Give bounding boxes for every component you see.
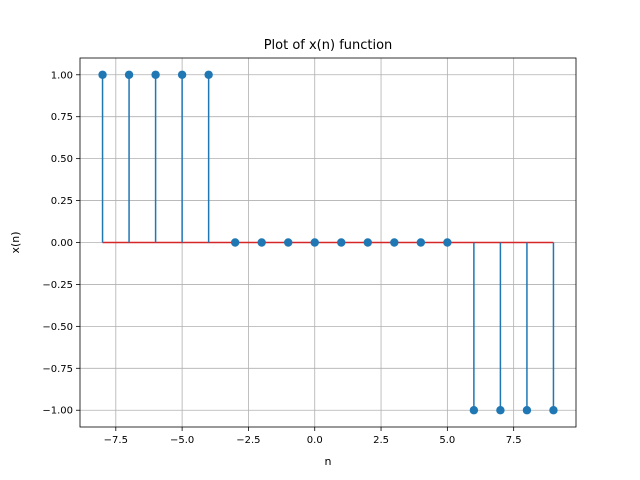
x-axis-label: n — [325, 455, 332, 468]
x-tick-label: 2.5 — [373, 435, 389, 446]
stem-marker — [257, 238, 266, 247]
stem-marker — [124, 70, 134, 79]
y-tick-label: 0.00 — [51, 238, 73, 249]
stem-marker — [416, 238, 426, 247]
stem-marker — [496, 406, 505, 415]
y-tick-label: −1.00 — [42, 406, 73, 417]
y-tick-label: 0.25 — [51, 196, 73, 207]
y-tick-label: 0.75 — [51, 112, 73, 123]
x-tick-label: 7.5 — [506, 435, 522, 446]
x-tick-label: −7.5 — [104, 435, 128, 446]
stem-marker — [522, 406, 532, 415]
stem-marker — [390, 238, 399, 247]
stem-marker — [549, 406, 558, 415]
chart-title: Plot of x(n) function — [264, 38, 393, 53]
y-tick-label: 0.50 — [51, 154, 73, 165]
stems — [98, 70, 558, 415]
stem-marker — [284, 238, 293, 247]
stem-marker — [204, 70, 213, 79]
x-tick-label: −5.0 — [170, 435, 194, 446]
y-tick-label: −0.50 — [42, 322, 73, 333]
y-tick-label: −0.25 — [42, 280, 73, 291]
x-axis-ticks: −7.5 −5.0 −2.5 0.0 2.5 5.0 7.5 — [104, 427, 522, 446]
y-axis-label: x(n) — [9, 231, 22, 253]
y-axis-ticks: −1.00 −0.75 −0.50 −0.25 0.00 0.25 0.50 0.75 1.00 — [42, 70, 80, 417]
stem-marker — [151, 70, 160, 79]
stem-marker — [310, 238, 319, 247]
stem-marker — [177, 70, 187, 79]
stem-marker — [98, 70, 107, 79]
stem-marker — [337, 238, 346, 247]
x-tick-label: 0.0 — [307, 435, 323, 446]
stem-marker — [469, 406, 479, 415]
y-tick-label: −0.75 — [42, 364, 73, 375]
stem-marker — [230, 238, 240, 247]
x-tick-label: −2.5 — [236, 435, 260, 446]
y-tick-label: 1.00 — [51, 70, 73, 81]
stem-marker — [443, 238, 452, 247]
x-tick-label: 5.0 — [439, 435, 455, 446]
stem-marker — [363, 238, 372, 247]
